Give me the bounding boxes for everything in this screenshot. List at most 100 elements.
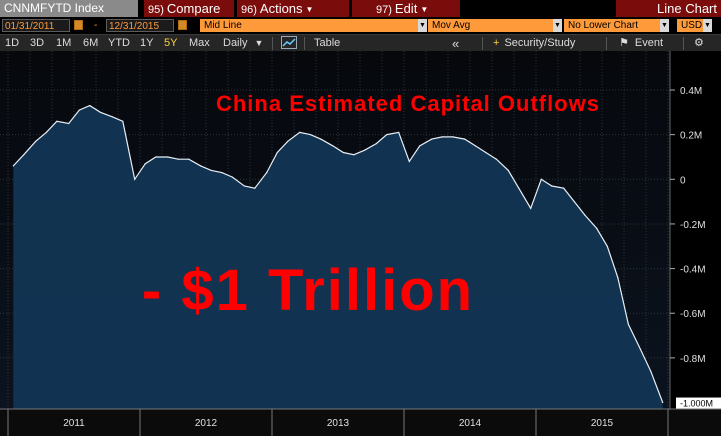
data-point	[89, 105, 91, 107]
compare-label: Compare	[166, 1, 221, 16]
data-point	[12, 165, 14, 167]
data-point	[507, 169, 509, 171]
chevron-down-icon[interactable]: ▼	[418, 19, 427, 32]
period-button-1m[interactable]: 1M	[56, 37, 72, 49]
edit-button[interactable]: 97) Edit ▼	[352, 0, 460, 17]
period-button-5y[interactable]: 5Y	[164, 37, 178, 49]
data-point	[452, 136, 454, 138]
period-button-3d[interactable]: 3D	[30, 37, 45, 49]
divider	[482, 37, 483, 50]
data-point	[320, 138, 322, 140]
data-point	[627, 323, 630, 325]
data-point	[332, 145, 334, 147]
mov-avg-select[interactable]: Mov Avg	[428, 19, 553, 32]
x-axis: 2011 2012 2013 2014 2015	[0, 408, 721, 436]
actions-number: 96)	[241, 4, 257, 16]
x-tick-label: 2013	[327, 418, 350, 429]
frequency-label: Daily	[223, 37, 248, 49]
settings-button[interactable]: ⚙	[694, 36, 704, 51]
command-bar: CNNMFYTD Index 95) Compare 96) Actions ▼ 97…	[0, 0, 721, 17]
period-button-1y[interactable]: 1Y	[140, 37, 154, 49]
y-tick-label: 0	[680, 175, 686, 186]
data-point	[431, 138, 433, 140]
x-tick-label: 2012	[195, 418, 218, 429]
calendar-icon[interactable]	[178, 20, 187, 30]
data-point	[266, 172, 268, 174]
data-point	[144, 163, 146, 165]
view-title: Line Chart	[616, 0, 721, 17]
last-value-badge	[676, 397, 721, 409]
data-point	[617, 276, 619, 279]
chart-headline: China Estimated Capital Outflows	[216, 91, 600, 116]
data-point	[474, 145, 476, 147]
security-ticker[interactable]: CNNMFYTD Index	[0, 0, 138, 17]
data-point	[56, 120, 58, 122]
divider	[683, 37, 684, 50]
data-point	[650, 370, 652, 372]
data-point	[353, 154, 355, 156]
x-tick-label: 2015	[591, 418, 614, 429]
mov-avg-label: Mov Avg	[432, 20, 471, 31]
currency-select[interactable]: USD	[677, 19, 703, 32]
chevron-down-icon[interactable]: ▼	[660, 19, 669, 32]
last-value-label: -1.000M	[680, 399, 713, 409]
chevron-down-icon[interactable]: ▼	[703, 19, 712, 32]
data-point	[563, 187, 565, 189]
data-point	[398, 131, 400, 133]
collapse-button[interactable]: «	[452, 36, 460, 51]
security-study-button[interactable]: + Security/Study	[493, 36, 575, 51]
table-button[interactable]: Table	[314, 37, 341, 49]
data-point	[309, 134, 311, 136]
chevron-down-icon: ▼	[305, 5, 314, 14]
compare-button[interactable]: 95) Compare	[144, 0, 234, 17]
data-point	[177, 158, 179, 160]
y-tick-label: -0.4M	[680, 265, 706, 276]
x-axis-band	[0, 409, 721, 436]
data-point	[99, 111, 101, 113]
data-point	[540, 178, 542, 180]
data-point	[386, 134, 388, 136]
data-point	[200, 165, 202, 167]
lower-chart-select[interactable]: No Lower Chart	[564, 19, 660, 32]
period-button-max[interactable]: Max	[189, 37, 210, 49]
data-point	[639, 348, 641, 350]
data-point	[530, 207, 532, 209]
gear-icon: ⚙	[694, 37, 704, 49]
plus-icon: +	[493, 37, 500, 49]
data-point	[155, 156, 157, 158]
period-button-1d[interactable]: 1D	[5, 37, 20, 49]
actions-button[interactable]: 96) Actions ▼	[237, 0, 349, 17]
price-type-select[interactable]: Mid Line	[200, 19, 418, 32]
data-point	[122, 120, 124, 122]
frequency-select[interactable]: Daily ▼	[223, 36, 263, 51]
end-date-field[interactable]: 12/31/2015	[106, 19, 174, 32]
security-study-label: Security/Study	[504, 37, 576, 49]
flag-icon: ⚑	[619, 37, 629, 49]
edit-label: Edit	[394, 1, 418, 16]
chart-type-button[interactable]	[281, 36, 297, 51]
data-point	[662, 401, 664, 404]
y-axis: 0.4M 0.2M 0 -0.2M -0.4M -0.6M -0.8M -1.000M	[669, 51, 721, 409]
data-point	[111, 116, 113, 118]
data-point	[45, 131, 47, 133]
divider	[606, 37, 607, 50]
event-button[interactable]: ⚑ Event	[619, 36, 663, 51]
chart-callout: - $1 Trillion	[142, 258, 474, 323]
y-tick-label: 0.2M	[680, 131, 702, 142]
period-toolbar: 1D 3D 1M 6M YTD 1Y 5Y Max Daily ▼ Table « + Secu…	[0, 34, 721, 51]
data-point	[606, 245, 608, 247]
data-point	[299, 131, 301, 133]
divider	[272, 37, 273, 50]
chart-canvas: 0.4M 0.2M 0 -0.2M -0.4M -0.6M -0.8M -1.000M 201…	[0, 51, 721, 436]
chevron-down-icon[interactable]: ▼	[553, 19, 562, 32]
start-date-field[interactable]: 01/31/2011	[2, 19, 70, 32]
date-separator: -	[94, 20, 98, 31]
data-point	[375, 143, 377, 145]
data-point	[221, 172, 223, 174]
period-button-6m[interactable]: 6M	[83, 37, 99, 49]
calendar-icon[interactable]	[74, 20, 83, 30]
chevron-down-icon: ▼	[420, 5, 429, 14]
x-tick-label: 2011	[63, 418, 85, 429]
period-button-ytd[interactable]: YTD	[108, 37, 130, 49]
edit-number: 97)	[376, 4, 392, 16]
